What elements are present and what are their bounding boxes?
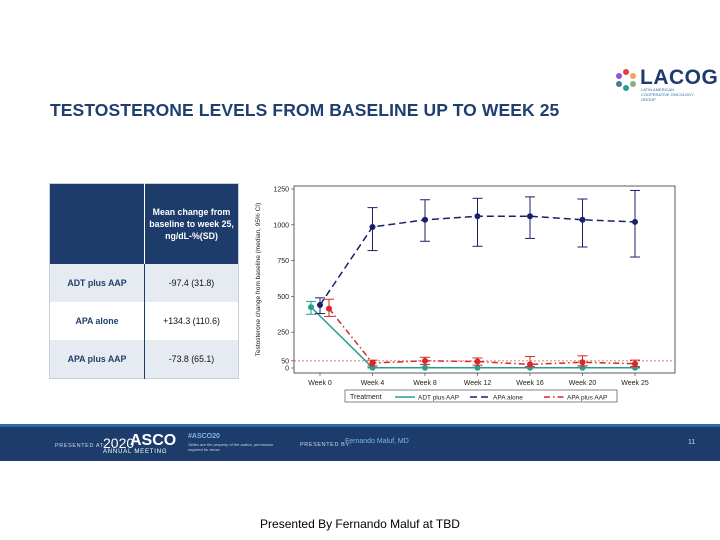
data-point <box>369 359 376 366</box>
y-tick-label: 1250 <box>273 187 289 194</box>
slide-title: TESTOSTERONE LEVELS FROM BASELINE UP TO … <box>50 100 560 120</box>
series-line <box>310 306 635 369</box>
lacog-logo: LACOG LATIN AMERICAN COOPERATIVE ONCOLOG… <box>614 66 718 102</box>
logo-subtitle: LATIN AMERICAN COOPERATIVE ONCOLOGY GROU… <box>641 87 694 102</box>
data-point <box>422 216 428 223</box>
row-value: +134.3 (110.6) <box>144 301 239 340</box>
data-point <box>308 304 314 311</box>
data-point <box>474 364 481 371</box>
row-label: APA plus AAP <box>49 339 145 378</box>
data-point <box>369 223 376 230</box>
data-point <box>632 218 638 225</box>
hashtag: #ASCO20 <box>188 433 220 440</box>
testosterone-line-chart: 050 250 500 750 1000 1250 Week 0 Week 4 Week 8 We… <box>255 185 676 403</box>
table-header-row: Mean change from baseline to week 25, ng… <box>49 183 239 264</box>
slides-property-note: Slides are the property of the author, p… <box>188 442 274 452</box>
data-point <box>317 301 323 308</box>
data-point <box>422 357 428 364</box>
y-tick-label: 250 <box>277 330 289 337</box>
data-point <box>527 213 533 220</box>
legend-title: Treatment <box>350 394 382 401</box>
logo-text: LACOG <box>640 66 719 89</box>
data-point <box>422 364 428 371</box>
row-value: -97.4 (31.8) <box>144 263 239 302</box>
x-tick-label: Week 16 <box>516 380 544 387</box>
legend-label: ADT plus AAP <box>418 395 459 402</box>
table-row: APA plus AAP -73.8 (65.1) <box>49 339 239 378</box>
x-tick-label: Week 20 <box>569 380 597 387</box>
logo-mark-icon <box>616 69 636 91</box>
annual-meeting-label: ANNUAL MEETING <box>103 449 168 455</box>
summary-table: Mean change from baseline to week 25, ng… <box>49 183 239 379</box>
data-point <box>579 216 586 223</box>
presented-by-label: PRESENTED BY: <box>300 442 352 448</box>
data-point <box>474 358 481 365</box>
table-header-blank <box>49 183 145 264</box>
y-axis-label: Testosterone change from baseline (media… <box>255 203 262 357</box>
table-header-cell: Mean change from baseline to week 25, ng… <box>144 183 239 264</box>
row-value: -73.8 (65.1) <box>144 339 239 378</box>
presenter-caption: Presented By Fernando Maluf at TBD <box>260 517 460 531</box>
row-label: ADT plus AAP <box>49 263 145 302</box>
y-tick-label: 50 <box>281 358 289 365</box>
data-point <box>579 359 586 366</box>
asco-logo-text: ASCO <box>130 432 177 449</box>
data-point <box>632 360 638 367</box>
y-tick-label: 500 <box>277 294 289 301</box>
y-tick-label: 0 <box>285 366 289 373</box>
legend-label: APA alone <box>493 395 523 402</box>
table-row: APA alone +134.3 (110.6) <box>49 301 239 340</box>
legend-label: APA plus AAP <box>567 395 607 402</box>
footer-bar: PRESENTED AT: 2020 ASCO ANNUAL MEETING #… <box>0 424 720 461</box>
plot-frame <box>293 185 676 374</box>
x-tick-label: Week 12 <box>464 380 492 387</box>
data-point <box>326 305 332 312</box>
page-number: 11 <box>688 439 696 446</box>
y-tick-label: 1000 <box>273 222 289 229</box>
y-tick-label: 750 <box>277 258 289 265</box>
table-row: ADT plus AAP -97.4 (31.8) <box>49 263 239 302</box>
row-label: APA alone <box>49 301 145 340</box>
data-point <box>474 213 481 220</box>
asco-year: 2020 <box>103 435 135 451</box>
x-tick-label: Week 4 <box>361 380 385 387</box>
x-tick-label: Week 25 <box>621 380 649 387</box>
presenter-name: Fernando Maluf, MD <box>345 438 409 445</box>
x-tick-label: Week 0 <box>308 380 332 387</box>
series-line <box>328 308 636 366</box>
presented-at-label: PRESENTED AT: <box>55 443 106 449</box>
data-point <box>527 361 533 368</box>
x-tick-label: Week 8 <box>413 380 437 387</box>
legend-box <box>344 389 618 403</box>
